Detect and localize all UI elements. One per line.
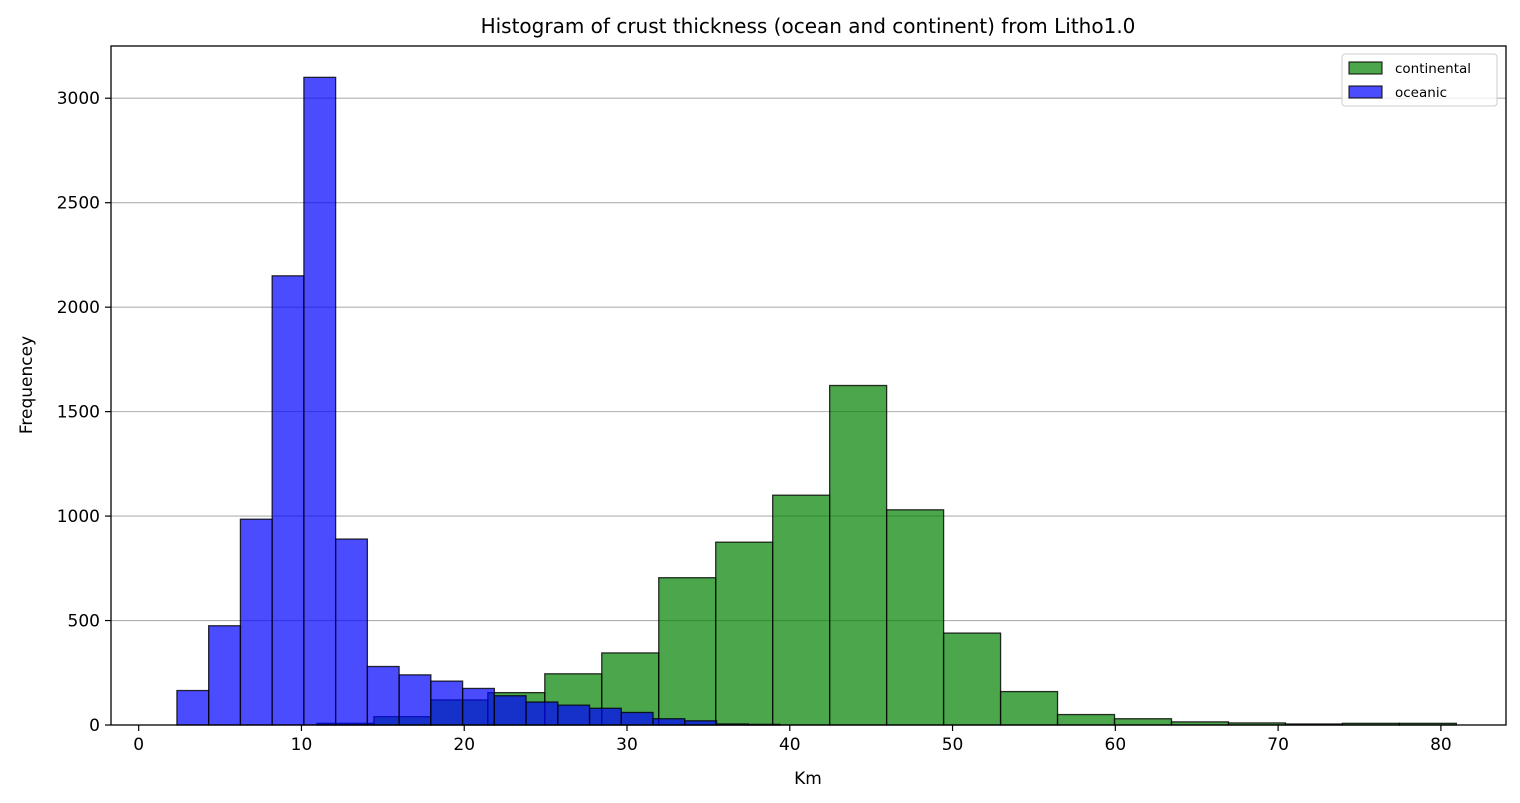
oceanic-bar <box>176 689 210 726</box>
continental-bar <box>715 541 774 726</box>
continental-bar <box>999 690 1059 726</box>
oceanic-bar <box>398 674 432 726</box>
x-tick-label: 0 <box>133 735 144 755</box>
x-tick-label: 70 <box>1267 735 1289 755</box>
continental-bar <box>885 509 945 726</box>
x-axis-label: Km <box>794 769 822 789</box>
y-tick-label: 1500 <box>57 403 100 423</box>
oceanic-bar <box>525 701 559 726</box>
y-axis-ticks: 0 500 1000 1500 2000 2500 3000 <box>57 89 111 736</box>
oceanic-bar <box>334 538 369 726</box>
y-tick-label: 3000 <box>57 89 100 109</box>
legend-swatch-oceanic <box>1348 85 1383 99</box>
continental-bar <box>772 494 831 726</box>
continental-bar <box>829 384 888 726</box>
y-tick-label: 0 <box>89 716 100 736</box>
oceanic-bar <box>652 718 686 726</box>
x-tick-label: 30 <box>616 735 638 755</box>
oceanic-bar <box>557 704 591 726</box>
legend-label-continental: continental <box>1395 61 1471 77</box>
oceanic-bar <box>430 680 464 726</box>
y-tick-label: 2000 <box>57 298 100 318</box>
y-tick-label: 2500 <box>57 194 100 214</box>
legend-label-oceanic: oceanic <box>1395 85 1447 101</box>
continental-bar <box>1056 713 1116 726</box>
oceanic-bar <box>239 518 273 726</box>
oceanic-bar <box>208 625 242 726</box>
continental-bar <box>1113 718 1173 726</box>
y-tick-label: 500 <box>68 612 100 632</box>
y-tick-label: 1000 <box>57 507 100 527</box>
y-axis-label: Frequencey <box>17 336 37 434</box>
oceanic-bar <box>588 707 622 726</box>
x-tick-label: 40 <box>779 735 801 755</box>
x-tick-label: 60 <box>1105 735 1127 755</box>
plot-area-frame <box>110 45 1507 726</box>
x-tick-label: 80 <box>1430 735 1452 755</box>
chart-title: Histogram of crust thickness (ocean and … <box>481 14 1136 38</box>
x-tick-label: 20 <box>453 735 475 755</box>
x-tick-label: 10 <box>291 735 313 755</box>
x-tick-label: 50 <box>942 735 964 755</box>
oceanic-bar <box>461 687 495 726</box>
oceanic-bar <box>366 665 400 726</box>
oceanic-bar <box>303 76 337 726</box>
x-axis-ticks: 0 10 20 30 40 50 60 70 80 <box>133 725 1452 755</box>
continental-bar <box>658 577 717 726</box>
oceanic-bar <box>271 275 305 726</box>
oceanic-bar <box>620 711 654 726</box>
continental-bar <box>942 632 1002 726</box>
legend: continental oceanic <box>1341 53 1498 107</box>
legend-swatch-continental <box>1348 61 1383 75</box>
oceanic-bar <box>493 695 527 726</box>
